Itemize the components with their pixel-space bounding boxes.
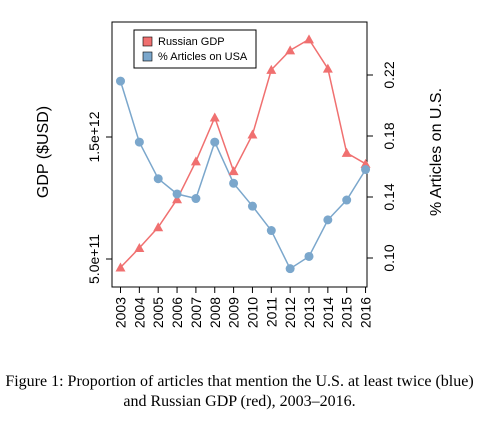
chart: 2003 2004 2005 2006 2007 2008 2009 2010 2011 2012… bbox=[35, 21, 445, 328]
data-point-s1-2005 bbox=[153, 174, 163, 184]
x-tick-label-2004: 2004 bbox=[131, 297, 147, 328]
legend-box bbox=[133, 29, 257, 69]
x-tick-label-2014: 2014 bbox=[320, 297, 336, 328]
x-tick-label-2003: 2003 bbox=[113, 297, 129, 328]
data-point-s0-2005 bbox=[153, 222, 164, 232]
y-right-tick-label-2: 0.18 bbox=[381, 122, 397, 149]
y-right-tick-label-3: 0.22 bbox=[381, 61, 397, 88]
data-point-s1-2013 bbox=[304, 251, 314, 261]
data-point-s1-2003 bbox=[116, 76, 125, 86]
legend-swatch-russian-gdp bbox=[142, 36, 153, 47]
x-tick-label-2009: 2009 bbox=[226, 297, 242, 328]
data-point-s0-2015 bbox=[341, 147, 352, 157]
legend-label-articles-usa: % Articles on USA bbox=[158, 51, 248, 63]
data-point-s0-2004 bbox=[134, 243, 145, 253]
data-point-s1-2015 bbox=[342, 195, 352, 205]
data-point-s0-2007 bbox=[190, 156, 201, 166]
series-markers bbox=[115, 34, 371, 274]
data-point-s0-2010 bbox=[247, 129, 258, 139]
plot-frame bbox=[111, 21, 368, 288]
y-right-tick-label-0: 0.10 bbox=[381, 244, 397, 271]
data-point-s0-2003 bbox=[115, 262, 126, 272]
data-point-s1-2008 bbox=[210, 137, 220, 147]
y-left-tick-label-0: 5.0e+11 bbox=[86, 234, 102, 284]
x-tick-label-2007: 2007 bbox=[188, 297, 204, 328]
y-right-axis-title: % Articles on U.S. bbox=[428, 88, 445, 216]
data-point-s0-2006 bbox=[172, 194, 183, 204]
x-tick-label-2010: 2010 bbox=[244, 297, 260, 328]
data-point-s0-2014 bbox=[322, 63, 333, 73]
data-point-s1-2010 bbox=[247, 201, 257, 211]
x-tick-label-2015: 2015 bbox=[339, 297, 355, 328]
legend-swatch-articles-usa bbox=[142, 51, 153, 62]
series-line-0 bbox=[119, 38, 366, 269]
data-point-s1-2007 bbox=[191, 194, 201, 204]
data-point-s0-2011 bbox=[266, 64, 277, 74]
axis-ticks: 2003 2004 2005 2006 2007 2008 2009 2010 2011 2012… bbox=[86, 61, 397, 328]
data-point-s0-2008 bbox=[209, 112, 220, 122]
x-tick-label-2005: 2005 bbox=[150, 297, 166, 328]
data-point-s1-2014 bbox=[323, 215, 333, 225]
series-lines bbox=[119, 38, 367, 270]
data-point-s1-2016 bbox=[361, 165, 371, 175]
data-point-s1-2009 bbox=[229, 178, 239, 188]
data-point-s1-2006 bbox=[172, 189, 182, 199]
x-tick-label-2016: 2016 bbox=[358, 297, 374, 328]
y-left-tick-label-1: 1.5e+12 bbox=[86, 111, 102, 162]
x-tick-label-2008: 2008 bbox=[207, 297, 223, 328]
data-point-s1-2012 bbox=[285, 264, 295, 274]
legend-label-russian-gdp: Russian GDP bbox=[158, 36, 225, 48]
y-right-tick-label-1: 0.14 bbox=[381, 183, 397, 210]
x-tick-label-2011: 2011 bbox=[263, 297, 279, 327]
data-point-s1-2011 bbox=[266, 226, 276, 236]
data-point-s0-2009 bbox=[228, 166, 239, 176]
data-point-s0-2013 bbox=[304, 34, 314, 44]
data-point-s0-2016 bbox=[360, 158, 371, 168]
data-point-s0-2012 bbox=[285, 45, 296, 55]
legend: Russian GDP % Articles on USA bbox=[133, 29, 257, 69]
y-left-axis-title: GDP ($USD) bbox=[35, 106, 52, 198]
x-tick-label-2013: 2013 bbox=[301, 297, 317, 328]
x-tick-label-2006: 2006 bbox=[169, 297, 185, 328]
figure-caption: Figure 1: Proportion of articles that me… bbox=[5, 373, 474, 410]
x-tick-label-2012: 2012 bbox=[282, 297, 298, 328]
data-point-s1-2004 bbox=[134, 137, 144, 147]
